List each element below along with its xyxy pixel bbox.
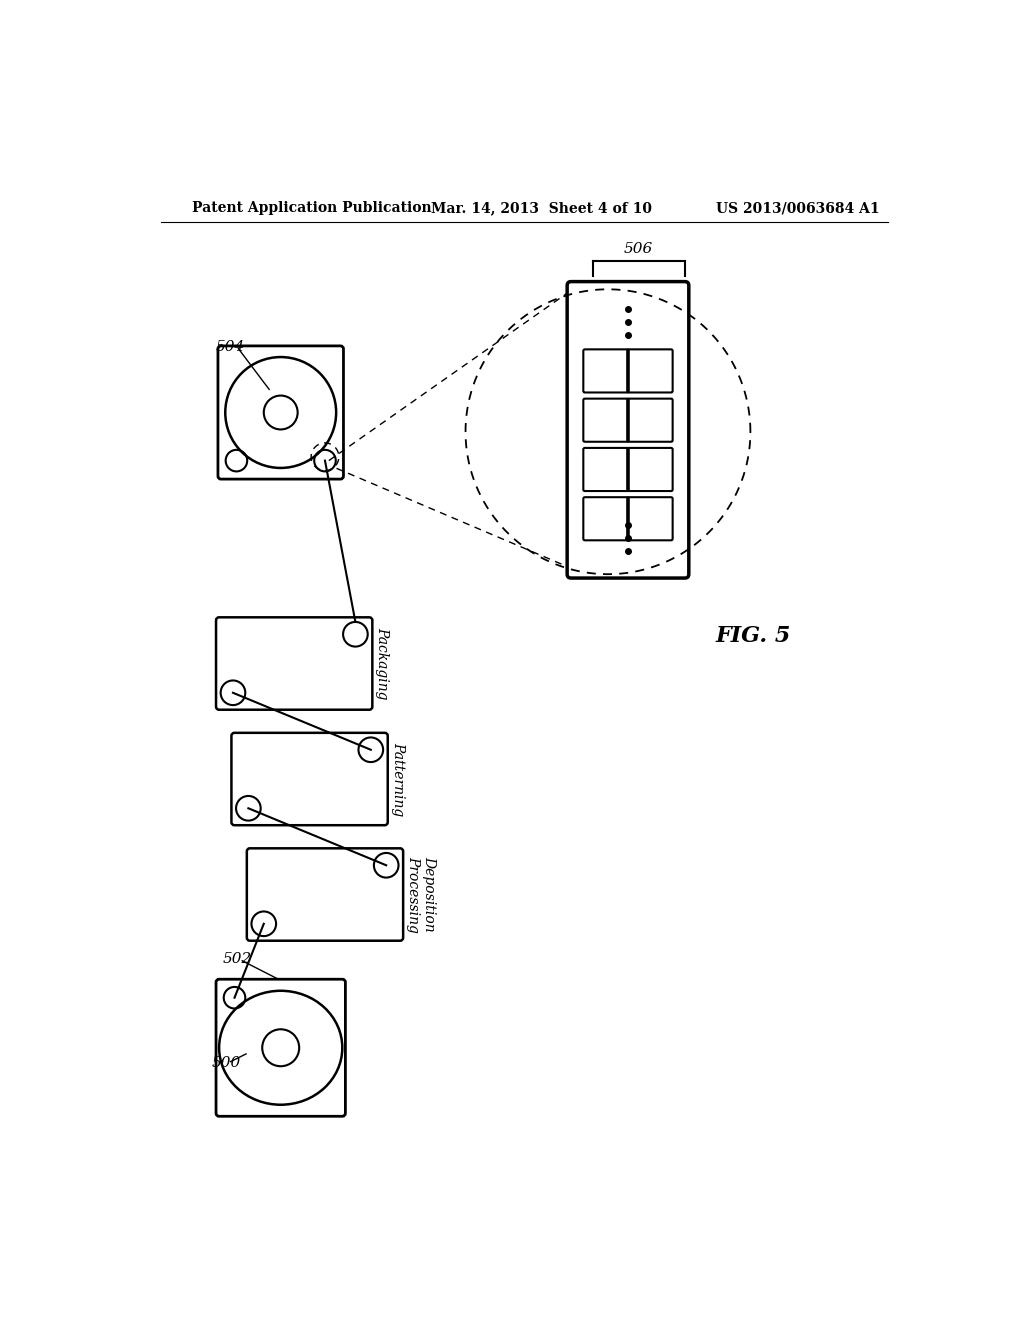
Text: 502: 502	[223, 952, 252, 966]
Text: Deposition
Processing: Deposition Processing	[407, 857, 436, 933]
Text: Packaging: Packaging	[376, 627, 389, 700]
Text: 504: 504	[215, 341, 245, 354]
Text: FIG. 5: FIG. 5	[716, 624, 792, 647]
Text: Patterning: Patterning	[391, 742, 404, 816]
Text: 500: 500	[211, 1056, 241, 1071]
Text: Patent Application Publication: Patent Application Publication	[193, 202, 432, 215]
Text: 506: 506	[625, 243, 653, 256]
Text: Mar. 14, 2013  Sheet 4 of 10: Mar. 14, 2013 Sheet 4 of 10	[431, 202, 652, 215]
Text: US 2013/0063684 A1: US 2013/0063684 A1	[716, 202, 880, 215]
